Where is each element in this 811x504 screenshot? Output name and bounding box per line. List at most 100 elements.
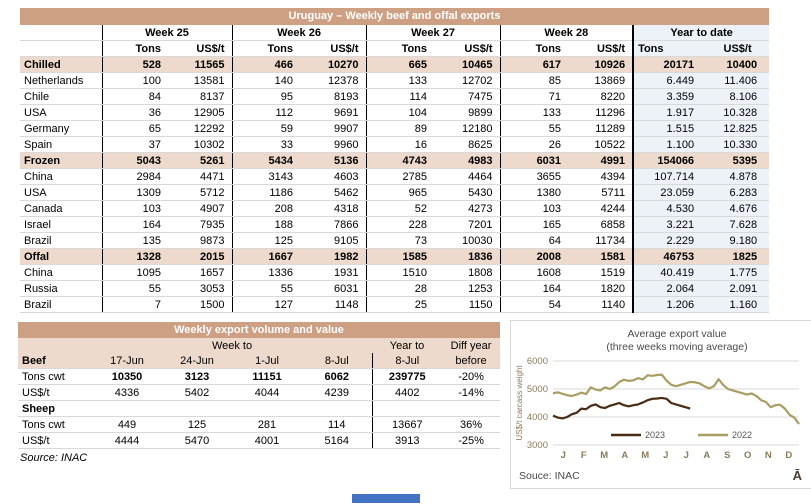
- value-cell: 965: [366, 184, 435, 201]
- value-cell: 10.328: [706, 104, 770, 121]
- value-cell: 4.530: [633, 200, 707, 217]
- value-cell: 33: [232, 136, 301, 153]
- value-cell: 13869: [568, 72, 635, 89]
- value-cell: 40.419: [633, 264, 707, 281]
- table-row: US$/t 4444 5470 4001 5164 3913 -25%: [18, 432, 501, 449]
- value-cell: 25: [366, 296, 435, 313]
- x-tick-label: D: [785, 450, 792, 461]
- value-cell: 4001: [232, 432, 302, 449]
- tons-header: Tons: [500, 40, 569, 57]
- value-cell: 1.515: [633, 120, 707, 137]
- value-cell: 3655: [500, 168, 569, 185]
- value-cell: 73: [366, 232, 435, 249]
- value-cell: 12180: [434, 120, 501, 137]
- horizontal-scrollbar-thumb[interactable]: [352, 494, 420, 503]
- value-cell: 4402: [371, 384, 443, 401]
- row-label: Tons cwt: [18, 416, 92, 433]
- value-cell: 5434: [232, 152, 301, 169]
- value-cell: 4.878: [706, 168, 770, 185]
- value-cell: 55: [232, 280, 301, 297]
- table-row: Israel 164 7935 188 7866 228 7201 165 6858 3.221 7…: [20, 216, 770, 233]
- group-header-row: Week to Year to Diff year: [18, 338, 501, 353]
- value-cell: 1.206: [633, 296, 707, 313]
- value-cell: 95: [232, 88, 301, 105]
- value-cell: 164: [500, 280, 569, 297]
- value-cell: 4991: [568, 152, 635, 169]
- gridlines: [553, 360, 799, 446]
- value-cell: 12905: [168, 104, 233, 121]
- x-tick-label: F: [581, 450, 587, 461]
- value-cell: 6031: [300, 280, 367, 297]
- value-cell: 84: [102, 88, 168, 105]
- table-row: China 2984 4471 3143 4603 2785 4464 3655 4394 107…: [20, 168, 770, 185]
- value-cell: 5136: [300, 152, 367, 169]
- value-cell: 11289: [568, 120, 635, 137]
- value-cell: 8193: [300, 88, 367, 105]
- table-row: Chile 84 8137 95 8193 114 7475 71 8220 3.359 8.106: [20, 88, 770, 105]
- value-cell: 133: [366, 72, 435, 89]
- table-row: Tons cwt 10350 3123 11151 6062 239775 -20%: [18, 368, 501, 385]
- value-cell: 1519: [568, 264, 635, 281]
- value-cell: 1657: [168, 264, 233, 281]
- corner-cell: [20, 25, 103, 41]
- value-cell: 2785: [366, 168, 435, 185]
- row-label: Israel: [20, 216, 103, 233]
- value-cell: 12.825: [706, 120, 770, 137]
- chart-legend: 2023 2022: [611, 430, 752, 440]
- value-cell: 3.359: [633, 88, 707, 105]
- value-cell: 114: [366, 88, 435, 105]
- row-label: Netherlands: [20, 72, 103, 89]
- value-cell: 154066: [633, 152, 707, 169]
- x-tick-label: J: [663, 450, 668, 461]
- value-cell: 5402: [162, 384, 232, 401]
- value-cell: 7866: [300, 216, 367, 233]
- value-cell: 10926: [568, 56, 635, 73]
- tons-header: Tons: [232, 40, 301, 57]
- table-row: Chilled 528 11565 466 10270 665 10465 617 10926 2…: [20, 56, 770, 73]
- row-label: Russia: [20, 280, 103, 297]
- x-tick-label: M: [600, 450, 608, 461]
- table-row: Russia 55 3053 55 6031 28 1253 164 1820 2.064 2.09…: [20, 280, 770, 297]
- value-cell: 1186: [232, 184, 301, 201]
- value-cell: 11.406: [706, 72, 770, 89]
- chart-title: Average export value: [627, 328, 726, 340]
- series-line-2023: [552, 396, 691, 420]
- value-cell: 3143: [232, 168, 301, 185]
- value-cell: 1095: [102, 264, 168, 281]
- table-row: Canada 103 4907 208 4318 52 4273 103 4244 4.530 4.…: [20, 200, 770, 217]
- chart-source-note: Souce: INAC: [519, 470, 580, 482]
- value-cell: 1.160: [706, 296, 770, 313]
- series-line-2022: [552, 373, 800, 425]
- units-header-row: Tons US$/t Tons US$/t Tons US$/t Tons US…: [20, 40, 770, 57]
- value-cell: 37: [102, 136, 168, 153]
- value-cell: 10465: [434, 56, 501, 73]
- corner-cell: [18, 338, 92, 353]
- row-label: China: [20, 264, 103, 281]
- value-cell: 1808: [434, 264, 501, 281]
- value-cell: 65: [102, 120, 168, 137]
- volume-value-table: Week to Year to Diff year Beef 17-Jun 24…: [18, 338, 501, 449]
- value-cell: 104: [366, 104, 435, 121]
- value-cell: 1667: [232, 248, 301, 265]
- value-cell: 59: [232, 120, 301, 137]
- value-cell: 89: [366, 120, 435, 137]
- value-cell: 55: [102, 280, 168, 297]
- value-cell: 23.059: [633, 184, 707, 201]
- source-note: Source: INAC: [20, 452, 88, 464]
- week-to-header: Week to: [92, 338, 373, 353]
- value-cell: 125: [162, 416, 232, 433]
- usdt-header: US$/t: [168, 40, 233, 57]
- row-label: USA: [20, 104, 103, 121]
- value-cell: 5711: [568, 184, 635, 201]
- value-cell: 140: [232, 72, 301, 89]
- value-cell: 16: [366, 136, 435, 153]
- row-label: US$/t: [18, 432, 92, 449]
- value-cell: 5164: [302, 432, 373, 449]
- value-cell: 4464: [434, 168, 501, 185]
- value-cell: 9899: [434, 104, 501, 121]
- value-cell: 4983: [434, 152, 501, 169]
- ytd-usdt-header: US$/t: [706, 40, 770, 57]
- value-cell: 7: [102, 296, 168, 313]
- value-cell: 6.449: [633, 72, 707, 89]
- x-tick-label: J: [561, 450, 566, 461]
